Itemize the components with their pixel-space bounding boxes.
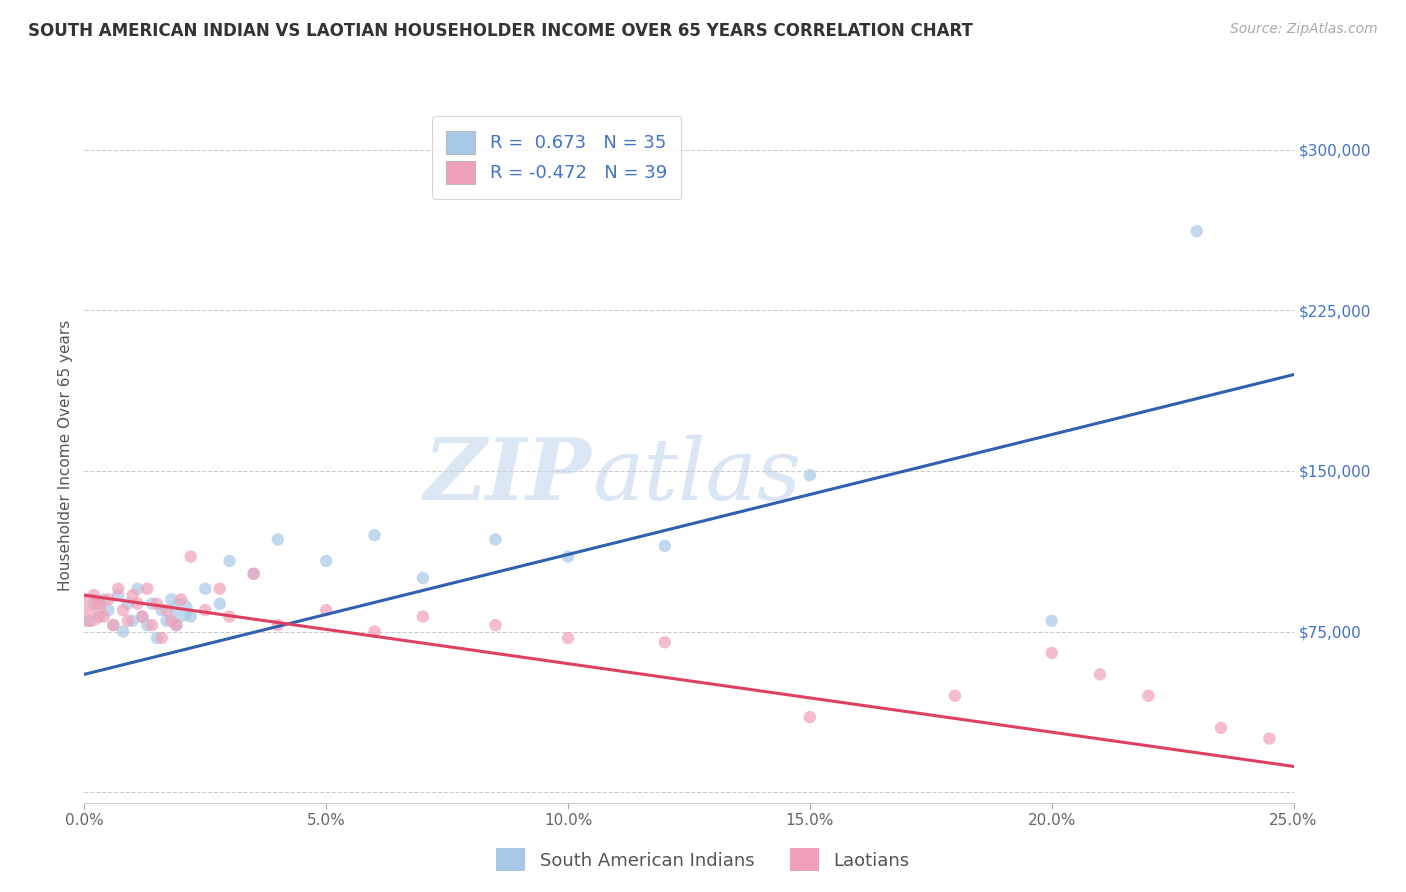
Point	[93, 609, 115, 624]
Legend: R =  0.673   N = 35, R = -0.472   N = 39: R = 0.673 N = 35, R = -0.472 N = 39	[432, 116, 682, 199]
Point	[484, 533, 506, 547]
Point	[218, 609, 240, 624]
Point	[412, 609, 434, 624]
Point	[242, 566, 264, 581]
Point	[1185, 224, 1208, 238]
Point	[77, 614, 100, 628]
Text: ZIP: ZIP	[425, 434, 592, 517]
Point	[1258, 731, 1281, 746]
Point	[218, 554, 240, 568]
Y-axis label: Householder Income Over 65 years: Householder Income Over 65 years	[58, 319, 73, 591]
Point	[943, 689, 966, 703]
Point	[267, 618, 290, 632]
Point	[77, 603, 100, 617]
Point	[170, 592, 193, 607]
Point	[267, 533, 290, 547]
Point	[557, 631, 579, 645]
Point	[141, 597, 163, 611]
Point	[127, 597, 149, 611]
Point	[654, 539, 676, 553]
Point	[87, 597, 110, 611]
Point	[97, 603, 120, 617]
Point	[136, 618, 159, 632]
Point	[170, 603, 193, 617]
Point	[1040, 614, 1063, 628]
Point	[363, 624, 385, 639]
Point	[127, 582, 149, 596]
Text: Source: ZipAtlas.com: Source: ZipAtlas.com	[1230, 22, 1378, 37]
Point	[131, 609, 153, 624]
Point	[117, 597, 139, 611]
Point	[150, 631, 173, 645]
Point	[155, 614, 177, 628]
Point	[131, 609, 153, 624]
Point	[83, 588, 105, 602]
Point	[112, 603, 135, 617]
Point	[121, 588, 143, 602]
Text: atlas: atlas	[592, 434, 801, 517]
Point	[1040, 646, 1063, 660]
Point	[141, 618, 163, 632]
Point	[165, 618, 187, 632]
Point	[208, 597, 231, 611]
Point	[412, 571, 434, 585]
Point	[315, 554, 337, 568]
Point	[107, 582, 129, 596]
Point	[654, 635, 676, 649]
Point	[208, 582, 231, 596]
Point	[112, 624, 135, 639]
Point	[155, 603, 177, 617]
Point	[146, 597, 169, 611]
Point	[87, 609, 110, 624]
Point	[315, 603, 337, 617]
Point	[1088, 667, 1111, 681]
Point	[194, 582, 217, 596]
Point	[557, 549, 579, 564]
Point	[363, 528, 385, 542]
Point	[93, 592, 115, 607]
Point	[180, 609, 202, 624]
Point	[117, 614, 139, 628]
Point	[83, 597, 105, 611]
Point	[121, 614, 143, 628]
Point	[107, 588, 129, 602]
Point	[799, 468, 821, 483]
Point	[103, 618, 125, 632]
Point	[160, 592, 183, 607]
Legend: South American Indians, Laotians: South American Indians, Laotians	[489, 841, 917, 879]
Point	[103, 618, 125, 632]
Point	[136, 582, 159, 596]
Point	[242, 566, 264, 581]
Point	[150, 603, 173, 617]
Point	[180, 549, 202, 564]
Point	[1209, 721, 1232, 735]
Point	[160, 614, 183, 628]
Point	[1137, 689, 1160, 703]
Point	[799, 710, 821, 724]
Point	[146, 631, 169, 645]
Text: SOUTH AMERICAN INDIAN VS LAOTIAN HOUSEHOLDER INCOME OVER 65 YEARS CORRELATION CH: SOUTH AMERICAN INDIAN VS LAOTIAN HOUSEHO…	[28, 22, 973, 40]
Point	[165, 618, 187, 632]
Point	[97, 592, 120, 607]
Point	[194, 603, 217, 617]
Point	[484, 618, 506, 632]
